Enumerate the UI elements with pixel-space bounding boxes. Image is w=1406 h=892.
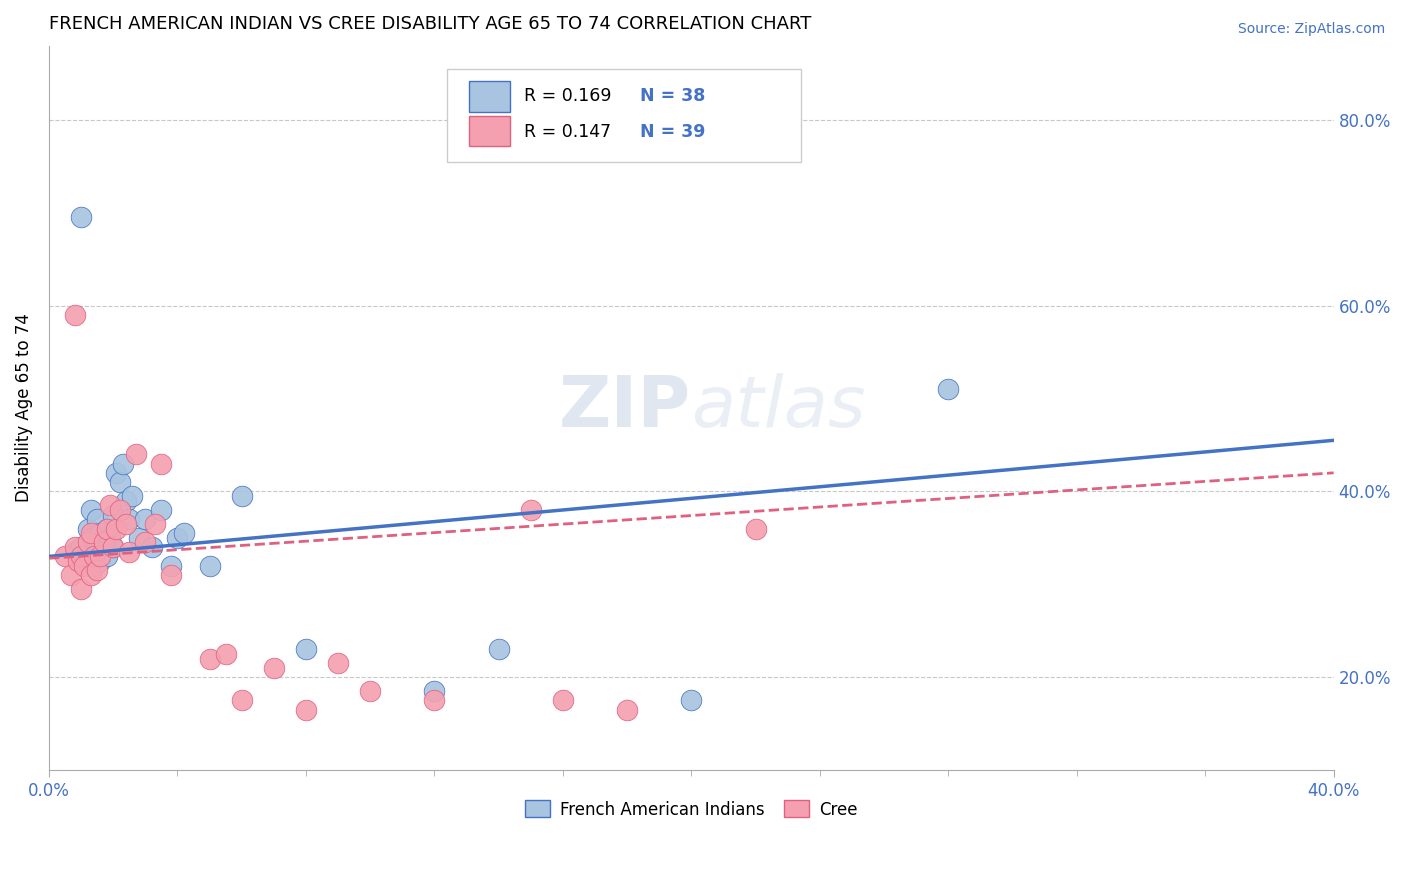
Point bbox=[214, 647, 236, 661]
Point bbox=[96, 522, 118, 536]
Point bbox=[198, 558, 221, 573]
Point bbox=[121, 489, 143, 503]
Point bbox=[89, 549, 111, 564]
Point bbox=[326, 657, 349, 671]
FancyBboxPatch shape bbox=[470, 81, 510, 112]
Text: FRENCH AMERICAN INDIAN VS CREE DISABILITY AGE 65 TO 74 CORRELATION CHART: FRENCH AMERICAN INDIAN VS CREE DISABILIT… bbox=[49, 15, 811, 33]
Point bbox=[128, 531, 150, 545]
Point bbox=[115, 516, 138, 531]
Point bbox=[60, 568, 83, 582]
Text: R = 0.169: R = 0.169 bbox=[524, 87, 612, 104]
Point bbox=[70, 549, 93, 564]
Point bbox=[63, 545, 86, 559]
Point bbox=[76, 535, 98, 549]
Point bbox=[108, 503, 131, 517]
Point bbox=[263, 661, 285, 675]
Point bbox=[134, 512, 156, 526]
Point bbox=[160, 558, 183, 573]
Point bbox=[115, 493, 138, 508]
Point bbox=[488, 642, 510, 657]
Point bbox=[70, 582, 93, 596]
Point bbox=[105, 522, 128, 536]
Point bbox=[63, 308, 86, 322]
Point bbox=[96, 522, 118, 536]
Text: N = 39: N = 39 bbox=[640, 123, 706, 141]
Point bbox=[63, 540, 86, 554]
Point bbox=[231, 489, 253, 503]
Point bbox=[143, 516, 166, 531]
Point bbox=[80, 568, 103, 582]
Point bbox=[616, 703, 638, 717]
Point bbox=[198, 651, 221, 665]
Point bbox=[80, 503, 103, 517]
Point bbox=[103, 540, 125, 554]
Point bbox=[173, 526, 195, 541]
Point bbox=[83, 558, 105, 573]
Point bbox=[98, 499, 121, 513]
Point bbox=[66, 554, 89, 568]
Point bbox=[80, 526, 103, 541]
Point bbox=[118, 512, 141, 526]
Point bbox=[295, 703, 318, 717]
Point bbox=[744, 522, 766, 536]
Point bbox=[70, 540, 93, 554]
Point bbox=[89, 554, 111, 568]
Point bbox=[936, 382, 959, 396]
Y-axis label: Disability Age 65 to 74: Disability Age 65 to 74 bbox=[15, 313, 32, 502]
Point bbox=[423, 693, 446, 707]
Point bbox=[150, 457, 173, 471]
Text: Source: ZipAtlas.com: Source: ZipAtlas.com bbox=[1237, 22, 1385, 37]
Point bbox=[83, 549, 105, 564]
Point bbox=[86, 535, 108, 549]
Point bbox=[134, 535, 156, 549]
Point bbox=[93, 540, 115, 554]
Point bbox=[103, 540, 125, 554]
Point bbox=[86, 512, 108, 526]
FancyBboxPatch shape bbox=[470, 116, 510, 146]
FancyBboxPatch shape bbox=[447, 69, 800, 161]
Point bbox=[73, 558, 96, 573]
Point bbox=[98, 531, 121, 545]
Text: ZIP: ZIP bbox=[560, 374, 692, 442]
Point bbox=[231, 693, 253, 707]
Point bbox=[160, 568, 183, 582]
Point bbox=[70, 211, 93, 225]
Point bbox=[150, 503, 173, 517]
Text: R = 0.147: R = 0.147 bbox=[524, 123, 612, 141]
Point bbox=[89, 526, 111, 541]
Point bbox=[295, 642, 318, 657]
Point bbox=[551, 693, 574, 707]
Text: atlas: atlas bbox=[692, 374, 866, 442]
Text: N = 38: N = 38 bbox=[640, 87, 706, 104]
Point bbox=[423, 684, 446, 698]
Point bbox=[76, 522, 98, 536]
Point bbox=[519, 503, 541, 517]
Point bbox=[73, 549, 96, 564]
Point bbox=[118, 545, 141, 559]
Point bbox=[96, 549, 118, 564]
Point bbox=[111, 457, 134, 471]
Legend: French American Indians, Cree: French American Indians, Cree bbox=[516, 792, 866, 827]
Point bbox=[80, 531, 103, 545]
Point bbox=[141, 540, 163, 554]
Point bbox=[53, 549, 76, 564]
Point bbox=[681, 693, 703, 707]
Point bbox=[105, 466, 128, 480]
Point bbox=[108, 475, 131, 489]
Point bbox=[125, 447, 148, 461]
Point bbox=[359, 684, 381, 698]
Point bbox=[103, 508, 125, 522]
Point bbox=[86, 563, 108, 577]
Point bbox=[166, 531, 188, 545]
Point bbox=[93, 535, 115, 549]
